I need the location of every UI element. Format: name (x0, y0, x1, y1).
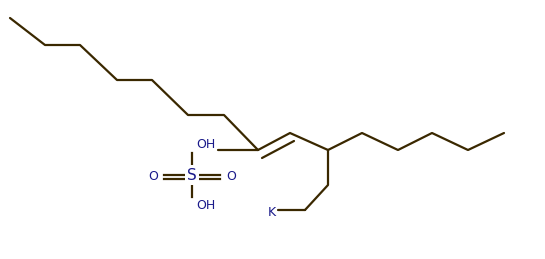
Text: OH: OH (196, 138, 215, 151)
Text: S: S (187, 168, 197, 183)
Text: O: O (148, 169, 158, 183)
Text: O: O (226, 169, 236, 183)
Text: K: K (268, 205, 276, 219)
Text: OH: OH (196, 199, 215, 212)
